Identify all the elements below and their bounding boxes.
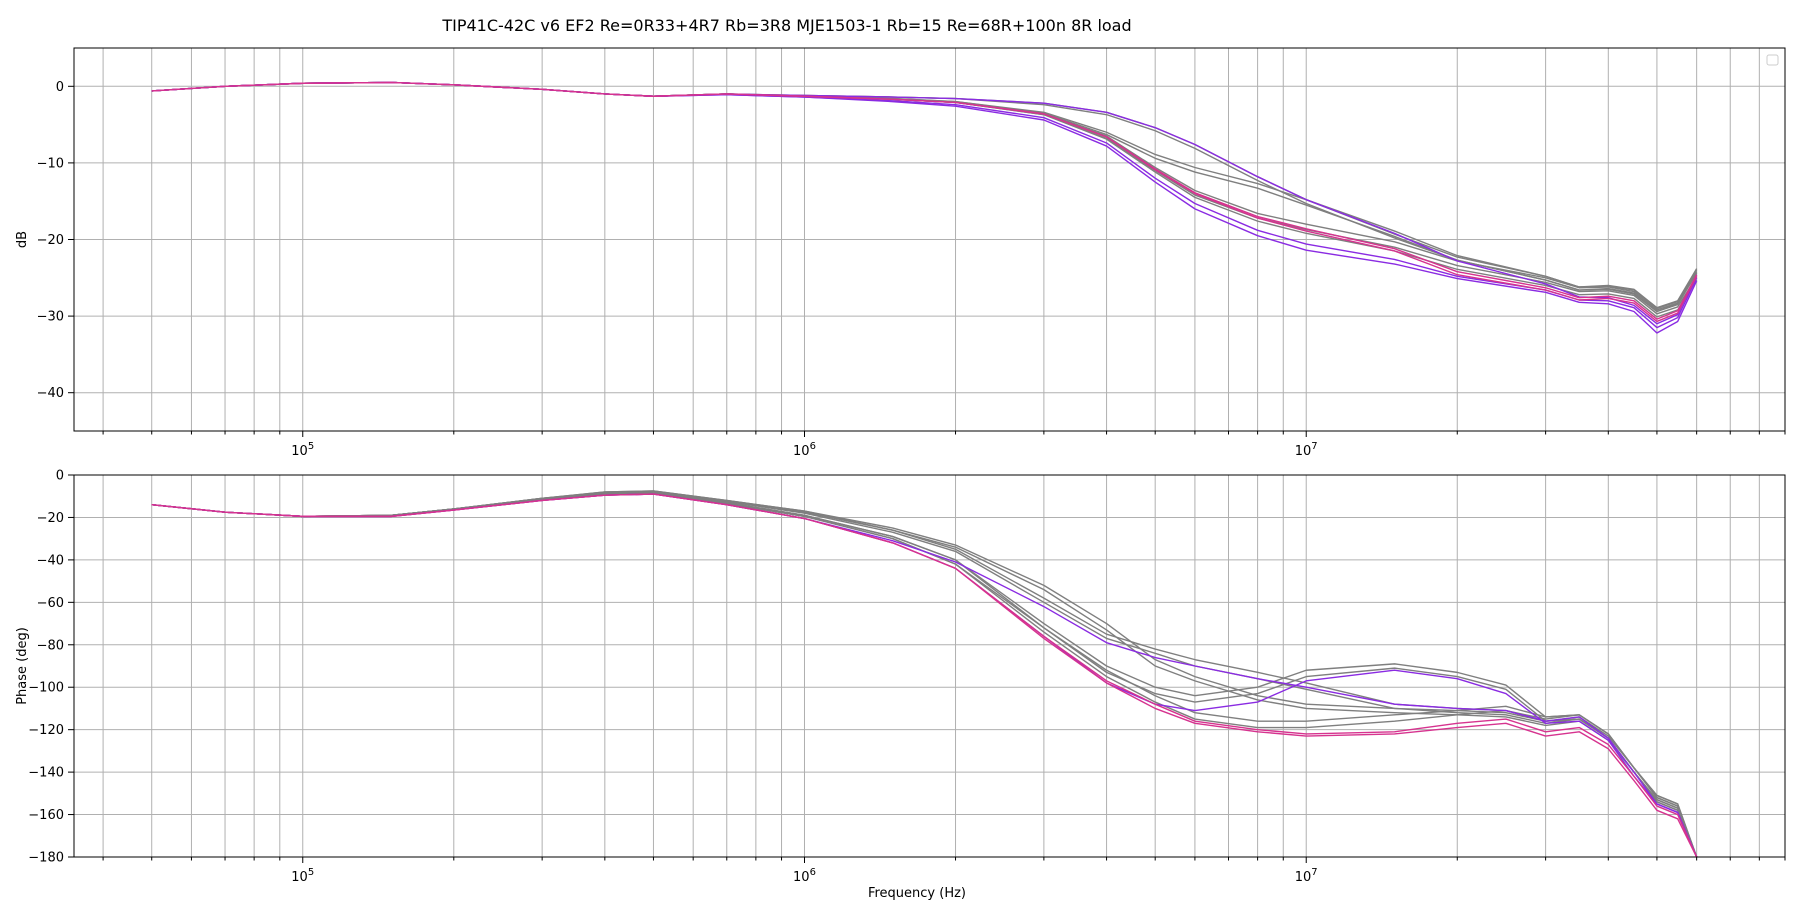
y-tick-label: −180 — [28, 851, 64, 866]
x-tick-label: 106 — [793, 867, 816, 885]
phase-series-7 — [151, 492, 1698, 857]
x-tick-label: 107 — [1295, 867, 1318, 885]
figure-title: TIP41C-42C v6 EF2 Re=0R33+4R7 Rb=3R8 MJE… — [441, 16, 1131, 35]
y-tick-label: −30 — [37, 310, 64, 325]
y-tick-label: −10 — [37, 156, 64, 171]
phase-axes-frame — [73, 474, 1786, 858]
magnitude-series-7 — [151, 81, 1698, 325]
y-tick-label: −20 — [37, 511, 64, 526]
x-tick-label: 105 — [291, 867, 314, 885]
phase-series-group — [151, 490, 1698, 857]
phase-ylabel: Phase (deg) — [15, 627, 30, 705]
y-tick-label: −40 — [37, 553, 64, 568]
magnitude-series-10 — [151, 81, 1698, 320]
y-tick-label: −160 — [28, 808, 64, 823]
magnitude-series-9 — [151, 81, 1698, 334]
y-tick-label: −60 — [37, 596, 64, 611]
y-tick-label: −140 — [28, 766, 64, 781]
magnitude-series-11 — [151, 81, 1698, 323]
magnitude-grid — [74, 48, 1786, 431]
phase-series-11 — [151, 493, 1698, 857]
magnitude-series-0 — [151, 81, 1698, 309]
phase-grid — [74, 474, 1786, 858]
phase-panel: 105 106 107 0 −20 −40 −60 −80 −100 −120 −140 −160 −1… — [15, 469, 1786, 900]
y-tick-label: 0 — [56, 80, 64, 95]
x-tick-label: 107 — [1295, 441, 1318, 459]
legend-box — [1766, 54, 1779, 66]
magnitude-series-6 — [151, 81, 1698, 318]
y-tick-label: −20 — [37, 233, 64, 248]
y-tick-label: −120 — [28, 723, 64, 738]
magnitude-panel: 105 106 107 0 −10 −20 −30 −40 dB — [15, 47, 1786, 459]
y-tick-label: −100 — [28, 681, 64, 696]
magnitude-series-2 — [151, 81, 1698, 310]
x-tick-label: 106 — [793, 441, 816, 459]
x-tick-label: 105 — [291, 441, 314, 459]
magnitude-series-8 — [151, 81, 1698, 329]
phase-series-4 — [151, 491, 1698, 857]
y-tick-label: −40 — [37, 386, 64, 401]
magnitude-ylabel: dB — [15, 231, 30, 248]
y-tick-label: −80 — [37, 638, 64, 653]
phase-xlabel: Frequency (Hz) — [868, 886, 966, 900]
y-tick-label: 0 — [56, 469, 64, 484]
magnitude-series-group — [151, 81, 1698, 334]
